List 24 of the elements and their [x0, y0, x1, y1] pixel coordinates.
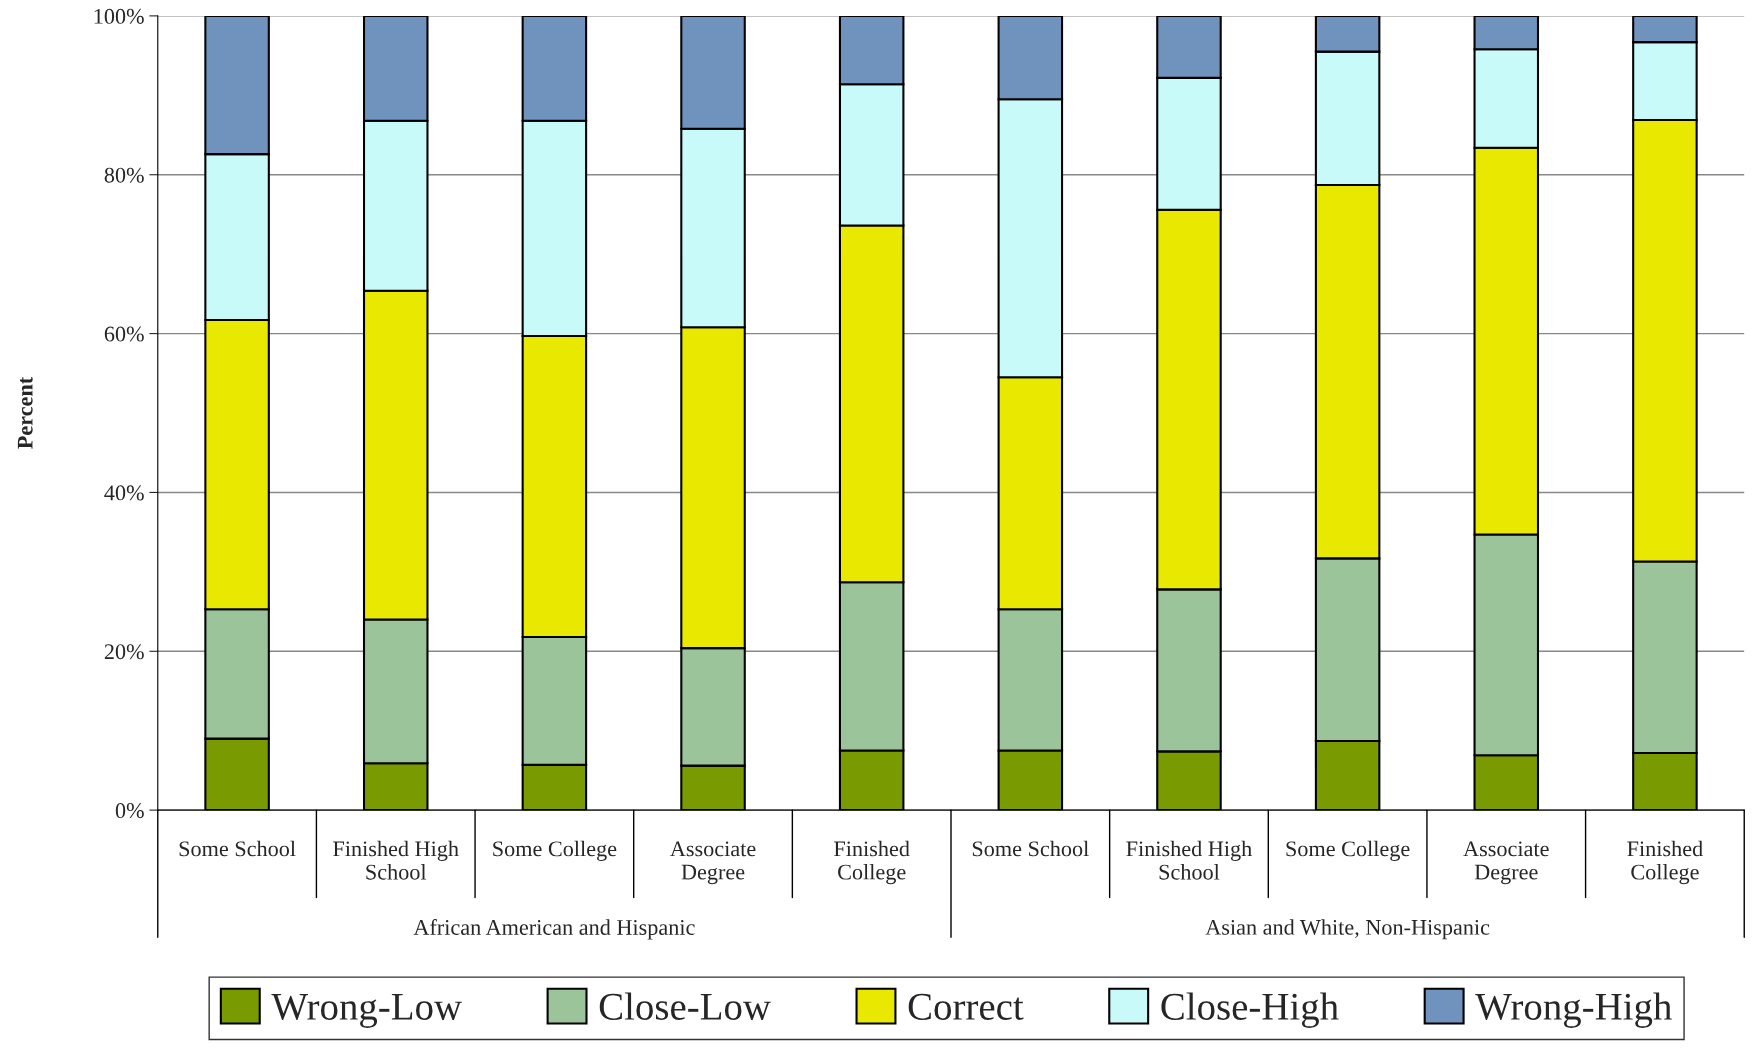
x-tick-label: Some College [493, 840, 617, 861]
x-tick-label: Finished College [834, 840, 910, 885]
x-tick-label: Finished High School [333, 840, 459, 880]
y-tick-label: 60% [104, 326, 144, 342]
y-tick-label: 100% [94, 8, 144, 24]
x-tick-label: Some School [972, 840, 1089, 857]
legend-label: Close-High [1161, 992, 1339, 1028]
legend-label: Close-Low [599, 992, 771, 1020]
x-tick-label: Finished High School [1126, 840, 1252, 880]
legend-label: Wrong-Low [271, 994, 462, 1028]
y-tick-label: 20% [104, 644, 144, 660]
text: African American and Hispanic [413, 919, 695, 940]
x-tick-label: Associate Degree [1463, 841, 1549, 885]
legend-label: Correct [908, 993, 1024, 1020]
x-tick-label: Associate Degree [670, 841, 756, 885]
y-tick-label: 80% [104, 167, 144, 183]
y-axis-title: Percent [17, 376, 33, 449]
text: Asian and White, Non-Hispanic [1205, 919, 1490, 940]
x-tick-label: Finished College [1627, 840, 1703, 885]
x-tick-label: Some School [179, 840, 296, 857]
y-tick-label: 40% [104, 485, 144, 501]
legend-label: Wrong-High [1475, 992, 1672, 1028]
y-tick-label: 0% [115, 803, 144, 819]
x-tick-label: Some College [1286, 840, 1410, 861]
